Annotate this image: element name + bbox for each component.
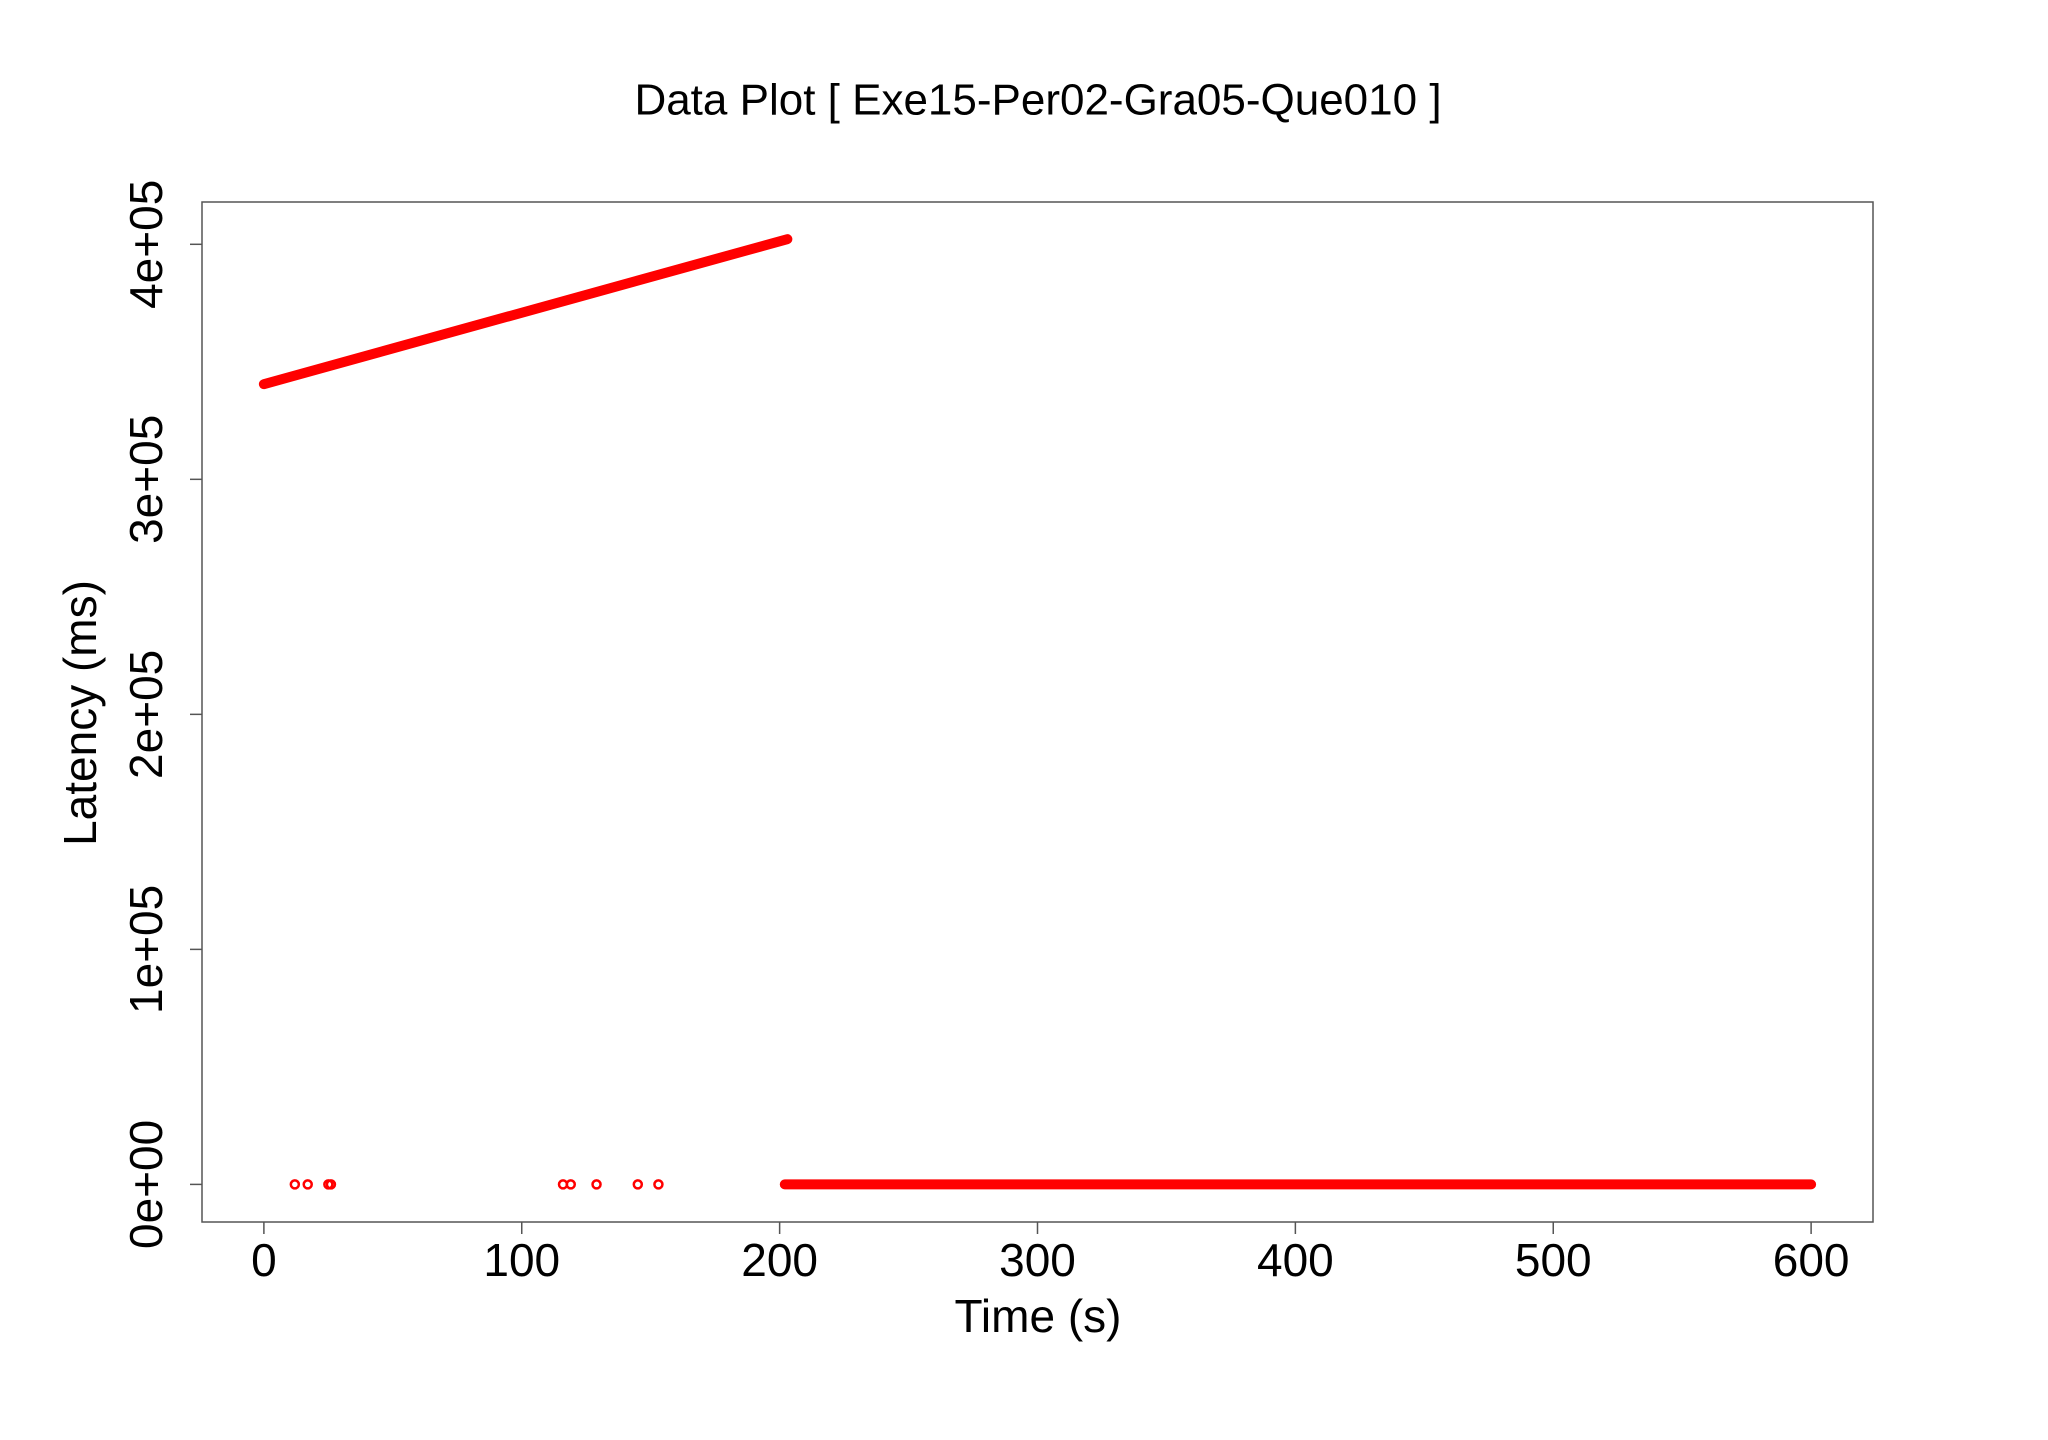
x-tick-label: 400 — [1257, 1234, 1334, 1286]
y-axis-label: Latency (ms) — [54, 580, 106, 846]
point — [325, 1179, 337, 1190]
x-tick-label: 500 — [1515, 1234, 1592, 1286]
x-tick-label: 0 — [251, 1234, 277, 1286]
point — [302, 1179, 313, 1190]
point — [632, 1179, 644, 1190]
y-tick-label: 2e+05 — [120, 650, 172, 779]
y-tick-label: 1e+05 — [120, 885, 172, 1014]
point-run — [258, 234, 793, 390]
point — [591, 1179, 602, 1190]
x-axis-label: Time (s) — [955, 1290, 1122, 1342]
y-tick-label: 3e+05 — [120, 415, 172, 544]
point — [653, 1179, 664, 1190]
x-tick-label: 200 — [741, 1234, 818, 1286]
x-tick-label: 300 — [999, 1234, 1076, 1286]
chart-title: Data Plot [ Exe15-Per02-Gra05-Que010 ] — [634, 76, 1441, 125]
x-tick-label: 100 — [483, 1234, 560, 1286]
y-tick-label: 4e+05 — [120, 180, 172, 309]
x-tick-label: 600 — [1773, 1234, 1850, 1286]
y-tick-label: 0e+00 — [120, 1120, 172, 1249]
point — [289, 1179, 301, 1190]
point — [565, 1179, 577, 1190]
